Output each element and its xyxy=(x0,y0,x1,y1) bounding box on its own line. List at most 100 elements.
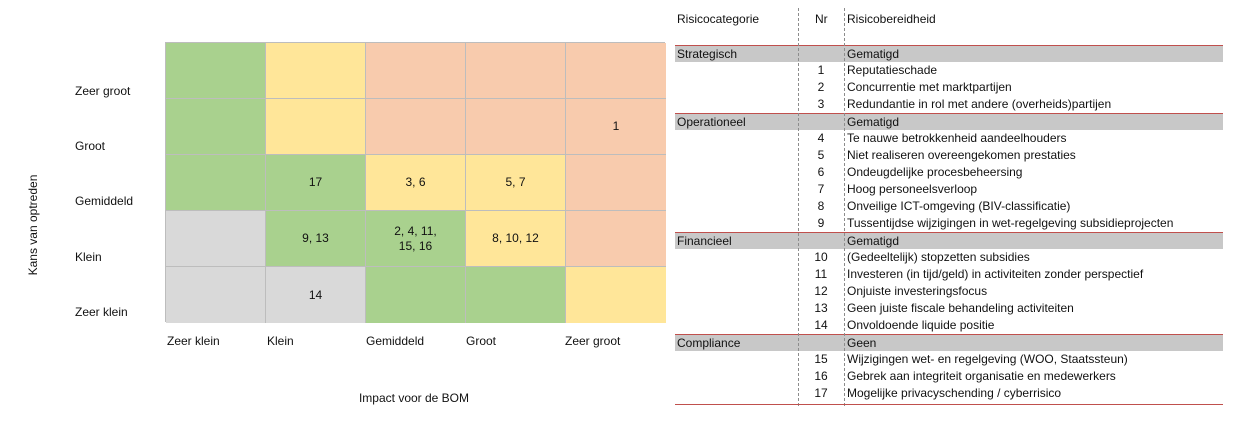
risk-description: Gebrek aan integriteit organisatie en me… xyxy=(847,369,1116,383)
matrix-cell xyxy=(366,267,466,323)
risk-nr: 10 xyxy=(814,250,828,264)
risk-nr: 2 xyxy=(817,80,825,94)
risk-description: Tussentijdse wijzigingen in wet-regelgev… xyxy=(847,216,1174,230)
matrix-cell xyxy=(166,155,266,211)
y-label-gemiddeld: Gemiddeld xyxy=(75,194,134,208)
matrix-cell: 5, 7 xyxy=(466,155,566,211)
risk-nr: 7 xyxy=(817,182,825,196)
risk-row: 5 Niet realiseren overeengekomen prestati… xyxy=(675,147,1223,164)
matrix-cell: 17 xyxy=(266,155,366,211)
category-row: Strategisch Gematigd xyxy=(675,45,1223,62)
risk-description: Wijzigingen wet- en regelgeving (WOO, St… xyxy=(847,352,1128,366)
risk-description: Ondeugdelijke procesbeheersing xyxy=(847,165,1023,179)
matrix-cell xyxy=(166,43,266,99)
matrix-cell xyxy=(466,267,566,323)
risk-heat-map: 1 17 3, 6 5, 7 9, 13 2, 4, 11, 15, 16 8, 10, 1… xyxy=(165,42,666,323)
matrix-cell: 9, 13 xyxy=(266,211,366,267)
risk-row: 2 Concurrentie met marktpartijen xyxy=(675,79,1223,96)
matrix-cell: 2, 4, 11, 15, 16 xyxy=(366,211,466,267)
x-label-klein: Klein xyxy=(267,334,294,348)
matrix-cell xyxy=(366,99,466,155)
risk-nr: 9 xyxy=(817,216,825,230)
risk-nr: 1 xyxy=(817,63,825,77)
risk-row: 16 Gebrek aan integriteit organisatie en … xyxy=(675,368,1223,385)
x-label-zeer-groot: Zeer groot xyxy=(565,334,621,348)
risk-description: Hoog personeelsverloop xyxy=(847,182,978,196)
risk-description: Investeren (in tijd/geld) in activiteite… xyxy=(847,267,1144,281)
risk-row: 6 Ondeugdelijke procesbeheersing xyxy=(675,164,1223,181)
x-axis-title: Impact voor de BOM xyxy=(358,391,470,405)
category-row: Operationeel Gematigd xyxy=(675,113,1223,130)
matrix-cell xyxy=(566,267,666,323)
category-name: Financieel xyxy=(677,234,732,248)
risk-description: Niet realiseren overeengekomen prestatie… xyxy=(847,148,1076,162)
risk-description: Onvoldoende liquide positie xyxy=(847,318,995,332)
risk-nr: 13 xyxy=(814,301,828,315)
matrix-cell xyxy=(166,267,266,323)
matrix-cell: 8, 10, 12 xyxy=(466,211,566,267)
risk-row: 8 Onveilige ICT-omgeving (BIV-classificat… xyxy=(675,198,1223,215)
risk-row: 13 Geen juiste fiscale behandeling activi… xyxy=(675,300,1223,317)
category-row: Financieel Gematigd xyxy=(675,232,1223,249)
matrix-cell xyxy=(566,211,666,267)
risk-nr: 11 xyxy=(814,267,828,281)
category-row: Compliance Geen xyxy=(675,334,1223,351)
risk-description: Geen juiste fiscale behandeling activite… xyxy=(847,301,1074,315)
matrix-cell: 1 xyxy=(566,99,666,155)
risk-description: Mogelijke privacyschending / cyberrisico xyxy=(847,386,1062,400)
risk-description: (Gedeeltelijk) stopzetten subsidies xyxy=(847,250,1030,264)
x-label-gemiddeld: Gemiddeld xyxy=(366,334,425,348)
matrix-cell xyxy=(566,43,666,99)
matrix-cell xyxy=(266,99,366,155)
y-label-zeer-klein: Zeer klein xyxy=(75,305,128,319)
risk-row: 15 Wijzigingen wet- en regelgeving (WOO, … xyxy=(675,351,1223,368)
risk-description: Onjuiste investeringsfocus xyxy=(847,284,988,298)
matrix-cell xyxy=(366,43,466,99)
risk-row: 11 Investeren (in tijd/geld) in activitei… xyxy=(675,266,1223,283)
matrix-cell xyxy=(166,99,266,155)
risk-description: Redundantie in rol met andere (overheids… xyxy=(847,97,1112,111)
matrix-cell xyxy=(466,43,566,99)
risk-nr: 16 xyxy=(814,369,828,383)
category-appetite: Geen xyxy=(847,336,877,350)
risk-row: 17 Mogelijke privacyschending / cyberrisi… xyxy=(675,385,1223,402)
column-divider xyxy=(844,8,845,406)
risk-row: 10 (Gedeeltelijk) stopzetten subsidies xyxy=(675,249,1223,266)
risk-row: 14 Onvoldoende liquide positie xyxy=(675,317,1223,334)
y-label-zeer-groot: Zeer groot xyxy=(75,84,131,98)
x-label-groot: Groot xyxy=(466,334,497,348)
risk-row: 3 Redundantie in rol met andere (overheid… xyxy=(675,96,1223,113)
category-name: Strategisch xyxy=(677,47,738,61)
risk-row: 9 Tussentijdse wijzigingen in wet-regelge… xyxy=(675,215,1223,232)
column-divider xyxy=(798,8,799,406)
matrix-cell xyxy=(266,43,366,99)
y-label-groot: Groot xyxy=(75,139,106,153)
risk-description: Reputatieschade xyxy=(847,63,938,77)
risk-nr: 14 xyxy=(814,318,828,332)
category-appetite: Gematigd xyxy=(847,47,900,61)
header-appetite: Risicobereidheid xyxy=(847,12,936,26)
category-name: Compliance xyxy=(677,336,741,350)
matrix-cell xyxy=(466,99,566,155)
table-bottom-rule xyxy=(675,404,1223,405)
risk-nr: 4 xyxy=(817,131,825,145)
risk-nr: 6 xyxy=(817,165,825,179)
matrix-cell xyxy=(566,155,666,211)
risk-nr: 15 xyxy=(814,352,828,366)
matrix-cell: 14 xyxy=(266,267,366,323)
risk-description: Concurrentie met marktpartijen xyxy=(847,80,1012,94)
header-category: Risicocategorie xyxy=(677,12,760,26)
x-label-zeer-klein: Zeer klein xyxy=(167,334,220,348)
risk-row: 12 Onjuiste investeringsfocus xyxy=(675,283,1223,300)
header-nr: Nr xyxy=(815,12,828,26)
risk-nr: 3 xyxy=(817,97,825,111)
risk-description: Onveilige ICT-omgeving (BIV-classificati… xyxy=(847,199,1071,213)
matrix-cell: 3, 6 xyxy=(366,155,466,211)
risk-row: 7 Hoog personeelsverloop xyxy=(675,181,1223,198)
risk-row: 4 Te nauwe betrokkenheid aandeelhouders xyxy=(675,130,1223,147)
risk-table: Risicocategorie Nr Risicobereidheid Stra… xyxy=(675,0,1223,422)
y-axis-title: Kans van optreden xyxy=(26,174,40,276)
risk-description: Te nauwe betrokkenheid aandeelhouders xyxy=(847,131,1067,145)
risk-nr: 5 xyxy=(817,148,825,162)
matrix-cell xyxy=(166,211,266,267)
